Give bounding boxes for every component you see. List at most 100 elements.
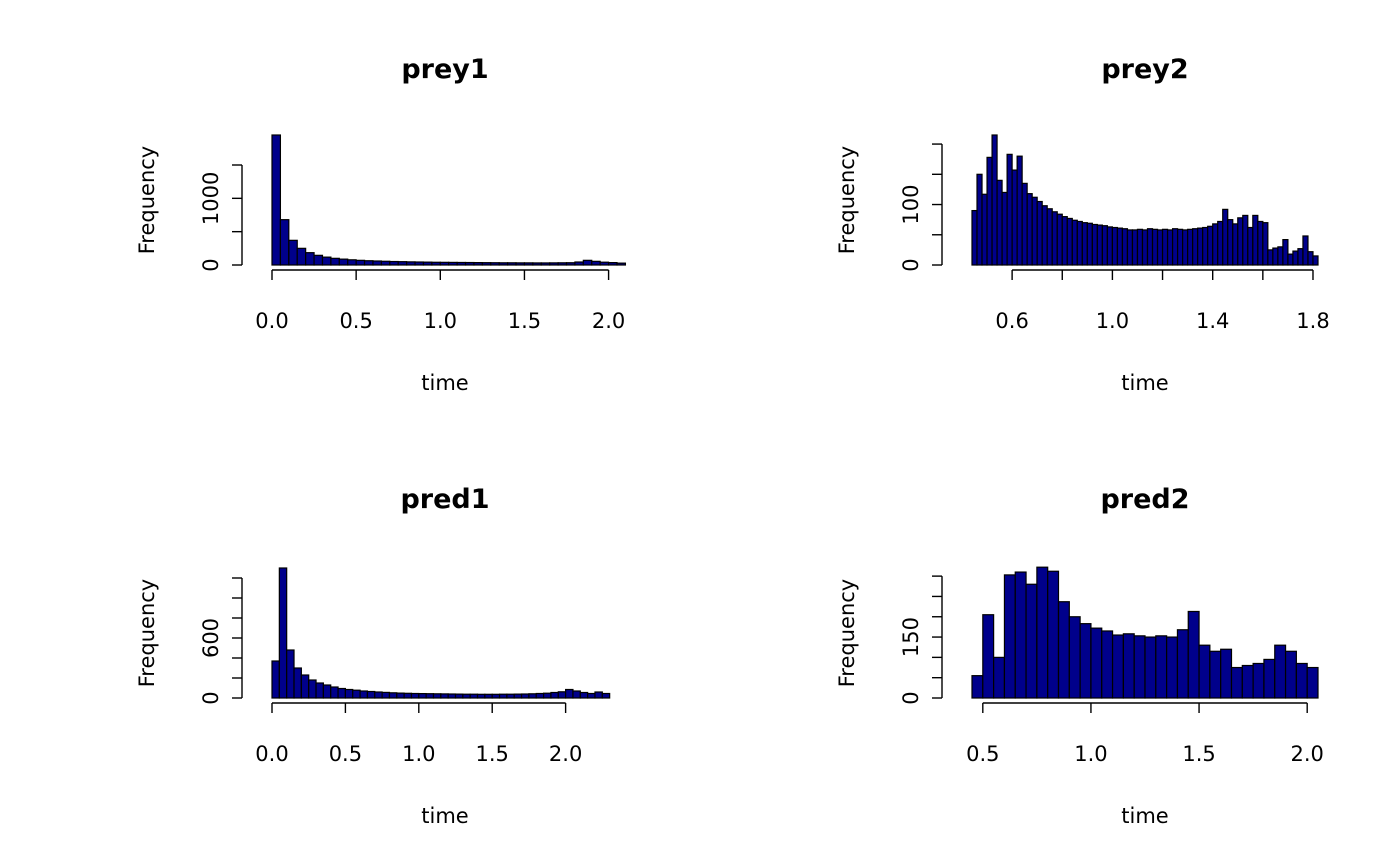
histogram-bar (397, 261, 408, 266)
histogram-bar (439, 261, 450, 266)
histogram-bar (1230, 666, 1243, 699)
histogram-bar (981, 193, 988, 266)
histogram-bar (296, 247, 307, 266)
histogram-bar (565, 688, 574, 699)
histogram-bar (1202, 226, 1209, 266)
histogram-bar (1047, 570, 1060, 699)
histogram-bar (1192, 228, 1199, 266)
histogram-bar (1247, 226, 1254, 266)
x-tick-label: 1.8 (1296, 309, 1329, 333)
histogram-bar (1209, 650, 1222, 699)
chart-title-pred2: pred2 (1100, 484, 1189, 515)
histogram-bar (976, 173, 983, 266)
x-tick-label: 2.0 (549, 742, 582, 766)
histogram-bar (456, 261, 467, 266)
x-tick-label: 1.4 (1196, 309, 1229, 333)
histogram-bar (1136, 228, 1144, 266)
histogram-bar (1187, 228, 1194, 266)
histogram-bar (1003, 574, 1016, 699)
histogram-bar (1166, 229, 1174, 266)
histogram-bar (565, 262, 576, 266)
histogram-bar (1116, 227, 1124, 266)
histogram-bar (1057, 601, 1070, 699)
histogram-bar (986, 156, 993, 266)
histogram-bar (330, 686, 339, 699)
x-axis-label: time (1121, 371, 1168, 395)
histogram-bar (300, 674, 310, 699)
histogram-bar (1061, 216, 1068, 266)
histogram-bar (557, 691, 567, 699)
histogram-bar (440, 693, 449, 699)
histogram-bar (448, 261, 458, 266)
histogram-bar (432, 693, 442, 699)
histogram-bar (1302, 235, 1309, 266)
histogram-bar (431, 261, 441, 266)
chart-title-prey1: prey1 (401, 54, 488, 85)
histogram-bar (355, 259, 366, 266)
histogram-bar (396, 692, 405, 699)
histogram-bar (1217, 220, 1224, 266)
histogram-bar (1025, 583, 1038, 699)
x-tick-label: 0.6 (995, 309, 1028, 333)
histogram-bar (293, 667, 302, 699)
y-tick-label: 150 (899, 617, 923, 657)
x-axis-label: time (421, 804, 468, 828)
histogram-bar (532, 262, 542, 266)
histogram-bar (993, 656, 1006, 699)
histogram-bar (1011, 169, 1018, 266)
histogram-bar (1056, 213, 1063, 266)
histogram-bar (425, 693, 435, 699)
histogram-bar (414, 261, 425, 266)
histogram-bar (330, 257, 340, 266)
histogram-bar (484, 693, 493, 699)
histogram-bar (1006, 153, 1013, 266)
histogram-bar (1232, 223, 1239, 266)
histogram-bar (1111, 226, 1119, 266)
histogram-bar (599, 261, 610, 266)
histogram-bar (1227, 219, 1234, 266)
histogram-bar (388, 692, 398, 699)
histogram-bar (1001, 191, 1008, 266)
histogram-bar (540, 262, 551, 266)
histogram-bar (1292, 250, 1299, 266)
histogram-bar (288, 239, 298, 266)
histogram-bar (996, 179, 1003, 266)
x-axis-label: time (421, 371, 468, 395)
histogram-bar (279, 219, 290, 266)
chart-title-pred1: pred1 (400, 484, 489, 515)
histogram-bar (1016, 155, 1023, 266)
histogram-bar (549, 262, 559, 266)
histogram-bar (601, 692, 611, 699)
x-tick-label: 1.0 (402, 742, 435, 766)
x-tick-label: 0.5 (966, 742, 999, 766)
y-axis-label: Frequency (135, 146, 159, 255)
histogram-bar (506, 693, 515, 699)
histogram-bar (313, 254, 324, 266)
histogram-bar (1026, 193, 1033, 266)
x-tick-label: 1.5 (1182, 742, 1215, 766)
histogram-bar (1111, 634, 1124, 699)
histogram-bar (1081, 222, 1088, 266)
histogram-bar (1051, 211, 1058, 266)
histogram-bar (1187, 610, 1200, 699)
histogram-bar (498, 693, 508, 699)
histogram-bar (406, 261, 416, 266)
histogram-bar (1101, 225, 1108, 266)
histogram-bar (523, 262, 534, 266)
chart-title-prey2: prey2 (1101, 54, 1188, 85)
y-axis-label: Frequency (135, 579, 159, 688)
histogram-bar (616, 262, 627, 266)
histogram-bar (572, 690, 581, 699)
x-tick-label: 0.0 (255, 742, 288, 766)
histogram-bar (1306, 666, 1319, 699)
y-tick-label: 0 (199, 258, 223, 271)
histogram-bar (591, 260, 601, 266)
histogram-bar (271, 134, 282, 266)
histogram-bar (1220, 648, 1233, 699)
histogram-bar (1182, 229, 1189, 266)
histogram-bar (1284, 650, 1297, 699)
histogram-bar (1252, 214, 1259, 266)
histogram-bar (535, 692, 545, 699)
histogram-bar (1267, 249, 1274, 266)
